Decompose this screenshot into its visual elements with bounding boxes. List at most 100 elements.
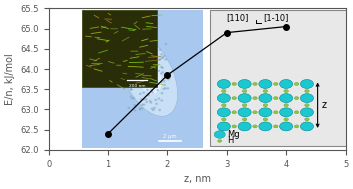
Circle shape [131, 59, 132, 60]
Circle shape [158, 98, 160, 99]
Circle shape [263, 90, 268, 93]
Circle shape [148, 64, 150, 65]
Circle shape [300, 80, 313, 88]
Circle shape [217, 94, 231, 103]
Circle shape [259, 80, 272, 88]
Circle shape [238, 108, 251, 117]
Circle shape [130, 40, 131, 41]
Circle shape [141, 75, 143, 76]
Circle shape [128, 85, 130, 86]
Circle shape [145, 79, 147, 80]
Text: H: H [227, 136, 234, 146]
Circle shape [142, 70, 143, 71]
Circle shape [150, 72, 152, 73]
Circle shape [138, 59, 140, 60]
Circle shape [136, 56, 138, 57]
Circle shape [259, 94, 272, 103]
Circle shape [131, 53, 132, 54]
Circle shape [162, 72, 163, 73]
Circle shape [155, 99, 156, 100]
Circle shape [135, 79, 137, 80]
Circle shape [305, 90, 309, 93]
Circle shape [305, 104, 309, 107]
Circle shape [161, 82, 162, 83]
Circle shape [152, 54, 154, 55]
Circle shape [161, 57, 163, 58]
Circle shape [151, 53, 152, 54]
Circle shape [157, 90, 158, 91]
Circle shape [152, 92, 153, 93]
Circle shape [160, 49, 161, 50]
Circle shape [136, 83, 138, 84]
Circle shape [161, 100, 162, 101]
Circle shape [161, 66, 162, 67]
Circle shape [143, 80, 144, 81]
Circle shape [139, 108, 141, 109]
Circle shape [140, 65, 142, 66]
Circle shape [163, 81, 165, 82]
Circle shape [280, 108, 293, 117]
Circle shape [150, 47, 152, 48]
Circle shape [136, 46, 137, 47]
Circle shape [151, 59, 153, 60]
Circle shape [259, 108, 272, 117]
Circle shape [151, 108, 153, 109]
Ellipse shape [130, 48, 162, 94]
Circle shape [274, 125, 278, 128]
Circle shape [129, 65, 130, 66]
Circle shape [232, 111, 237, 114]
Circle shape [154, 107, 155, 108]
Circle shape [238, 94, 251, 103]
Circle shape [253, 82, 257, 85]
Circle shape [163, 55, 165, 56]
Circle shape [280, 122, 293, 131]
Circle shape [134, 110, 136, 111]
Circle shape [214, 131, 225, 138]
Text: 200 nm: 200 nm [128, 84, 145, 88]
Circle shape [152, 45, 153, 46]
Circle shape [139, 93, 141, 94]
Circle shape [141, 55, 142, 56]
Circle shape [142, 56, 143, 57]
Circle shape [167, 88, 168, 89]
Circle shape [148, 51, 149, 52]
Circle shape [164, 84, 165, 85]
Circle shape [300, 108, 313, 117]
Circle shape [146, 101, 148, 102]
Circle shape [130, 89, 132, 90]
Circle shape [143, 62, 144, 63]
Circle shape [128, 107, 130, 108]
Circle shape [134, 106, 136, 107]
Circle shape [149, 68, 151, 69]
Circle shape [140, 73, 142, 74]
Circle shape [150, 68, 152, 69]
Circle shape [146, 67, 148, 68]
Circle shape [127, 40, 129, 41]
Circle shape [263, 104, 268, 107]
Circle shape [150, 51, 151, 52]
Circle shape [139, 74, 141, 75]
Circle shape [160, 59, 161, 60]
Circle shape [152, 109, 154, 110]
Circle shape [305, 118, 309, 121]
Text: [1-10]: [1-10] [263, 13, 288, 22]
Circle shape [129, 86, 131, 87]
Circle shape [232, 97, 237, 100]
Circle shape [143, 104, 145, 105]
Circle shape [243, 90, 247, 93]
Circle shape [161, 73, 162, 74]
Bar [210, 10, 346, 146]
Circle shape [151, 49, 152, 50]
Circle shape [253, 97, 257, 100]
Circle shape [161, 93, 163, 94]
Circle shape [154, 67, 155, 68]
Circle shape [152, 74, 154, 75]
Circle shape [132, 86, 133, 87]
Circle shape [150, 70, 151, 71]
Circle shape [156, 103, 157, 104]
Circle shape [259, 122, 272, 131]
Circle shape [243, 118, 247, 121]
Circle shape [232, 82, 237, 85]
Circle shape [217, 108, 231, 117]
Circle shape [263, 118, 268, 121]
